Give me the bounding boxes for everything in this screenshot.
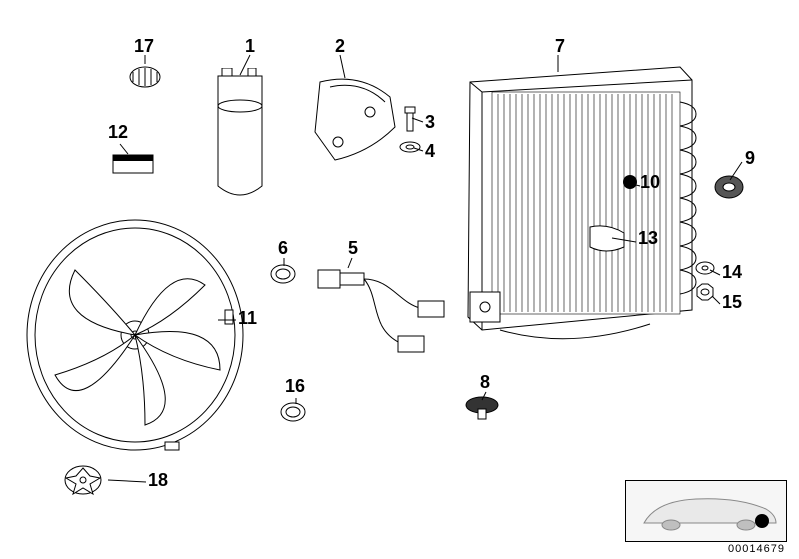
callout-10: 10 [640,172,660,193]
part-number-label: 00014679 [728,543,785,555]
callout-6: 6 [278,238,288,259]
callout-1: 1 [245,36,255,57]
callout-9: 9 [745,148,755,169]
callout-12: 12 [108,122,128,143]
callout-7: 7 [555,36,565,57]
callout-13: 13 [638,228,658,249]
leader-lines [0,0,799,559]
callout-11: 11 [238,308,257,329]
callout-4: 4 [425,141,435,162]
callout-2: 2 [335,36,345,57]
callout-8: 8 [480,372,490,393]
callout-5: 5 [348,238,358,259]
callout-17: 17 [134,36,154,57]
car-location-box [625,480,787,542]
callout-14: 14 [722,262,742,283]
callout-16: 16 [285,376,305,397]
callout-15: 15 [722,292,742,313]
callout-3: 3 [425,112,435,133]
callout-18: 18 [148,470,168,491]
diagram-stage: 1 2 3 4 5 6 7 8 9 10 11 12 13 14 15 16 1… [0,0,799,559]
